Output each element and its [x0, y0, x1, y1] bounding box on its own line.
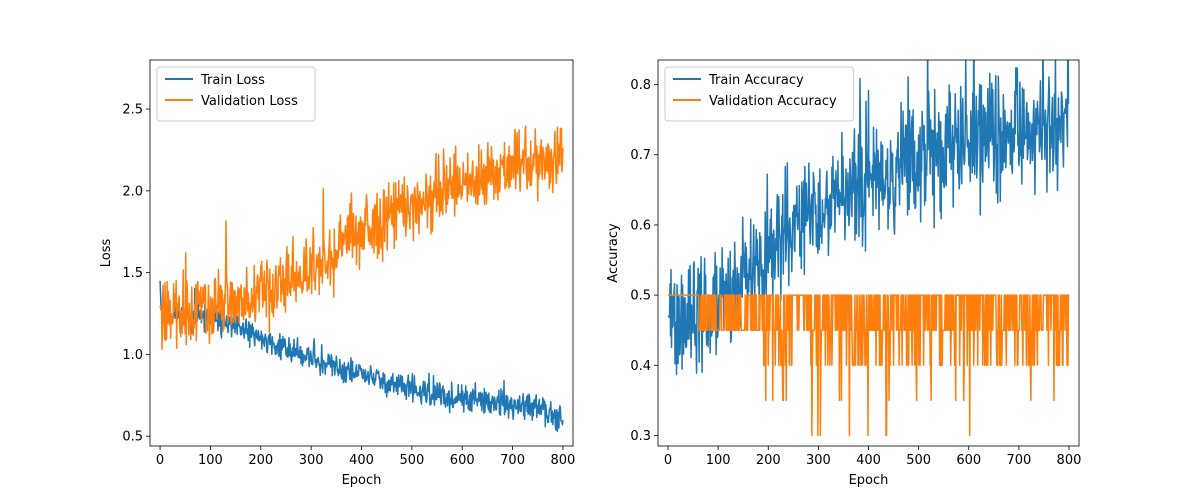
x-tick-label: 0	[664, 453, 672, 468]
x-tick-label: 100	[198, 453, 223, 468]
x-tick-label: 600	[450, 453, 475, 468]
y-tick-label: 0.4	[630, 359, 651, 374]
x-axis-label: Epoch	[342, 473, 382, 488]
series-line-validation-accuracy	[667, 294, 1070, 437]
y-tick-label: 1.0	[122, 348, 143, 363]
x-tick-label: 700	[500, 453, 525, 468]
chart-panel-2: 0 100 200 300 400 500 600 700 800 0.3 0.4 0.5 0.6 0.7…	[606, 59, 1082, 488]
x-tick-label: 300	[299, 453, 324, 468]
x-tick-label: 600	[956, 453, 981, 468]
legend: Train Loss Validation Loss	[156, 66, 316, 122]
x-tick-label: 500	[399, 453, 424, 468]
legend-entry-label: Validation Loss	[201, 94, 298, 109]
y-tick-label: 0.5	[630, 289, 651, 304]
x-tick-label: 400	[349, 453, 374, 468]
x-tick-label: 100	[706, 453, 731, 468]
legend-entry-label: Validation Accuracy	[709, 94, 837, 109]
series-line-train-accuracy	[667, 60, 1070, 376]
legend-entry-label: Train Loss	[200, 73, 265, 88]
x-tick-label: 200	[756, 453, 781, 468]
chart-panel-1: 0 100 200 300 400 500 600 700 800 0.5 1.0 1.5 2.0 2.5…	[99, 59, 576, 488]
series-line-train-loss	[159, 280, 564, 432]
x-tick-label: 500	[906, 453, 931, 468]
x-tick-label: 700	[1006, 453, 1031, 468]
series-group	[159, 125, 564, 432]
legend-box	[156, 66, 316, 122]
series-line-validation-loss	[159, 125, 564, 351]
x-tick-label: 800	[1057, 453, 1082, 468]
x-tick-label: 200	[248, 453, 273, 468]
x-tick-label: 800	[551, 453, 576, 468]
y-tick-label: 0.6	[630, 218, 651, 233]
y-axis-label: Accuracy	[606, 223, 621, 283]
legend-box	[664, 66, 854, 122]
y-axis-label: Loss	[99, 239, 114, 268]
y-tick-label: 0.7	[630, 148, 651, 163]
legend: Train Accuracy Validation Accuracy	[664, 66, 854, 122]
x-axis-label: Epoch	[849, 473, 889, 488]
y-tick-label: 0.8	[630, 78, 651, 93]
x-tick-label: 400	[856, 453, 881, 468]
x-tick-label: 0	[156, 453, 164, 468]
y-tick-label: 0.5	[122, 430, 143, 445]
y-tick-label: 2.0	[122, 184, 143, 199]
y-tick-label: 1.5	[122, 266, 143, 281]
y-tick-label: 2.5	[122, 103, 143, 118]
series-group	[667, 60, 1070, 437]
legend-entry-label: Train Accuracy	[708, 73, 804, 88]
x-tick-label: 300	[806, 453, 831, 468]
y-tick-label: 0.3	[630, 429, 651, 444]
